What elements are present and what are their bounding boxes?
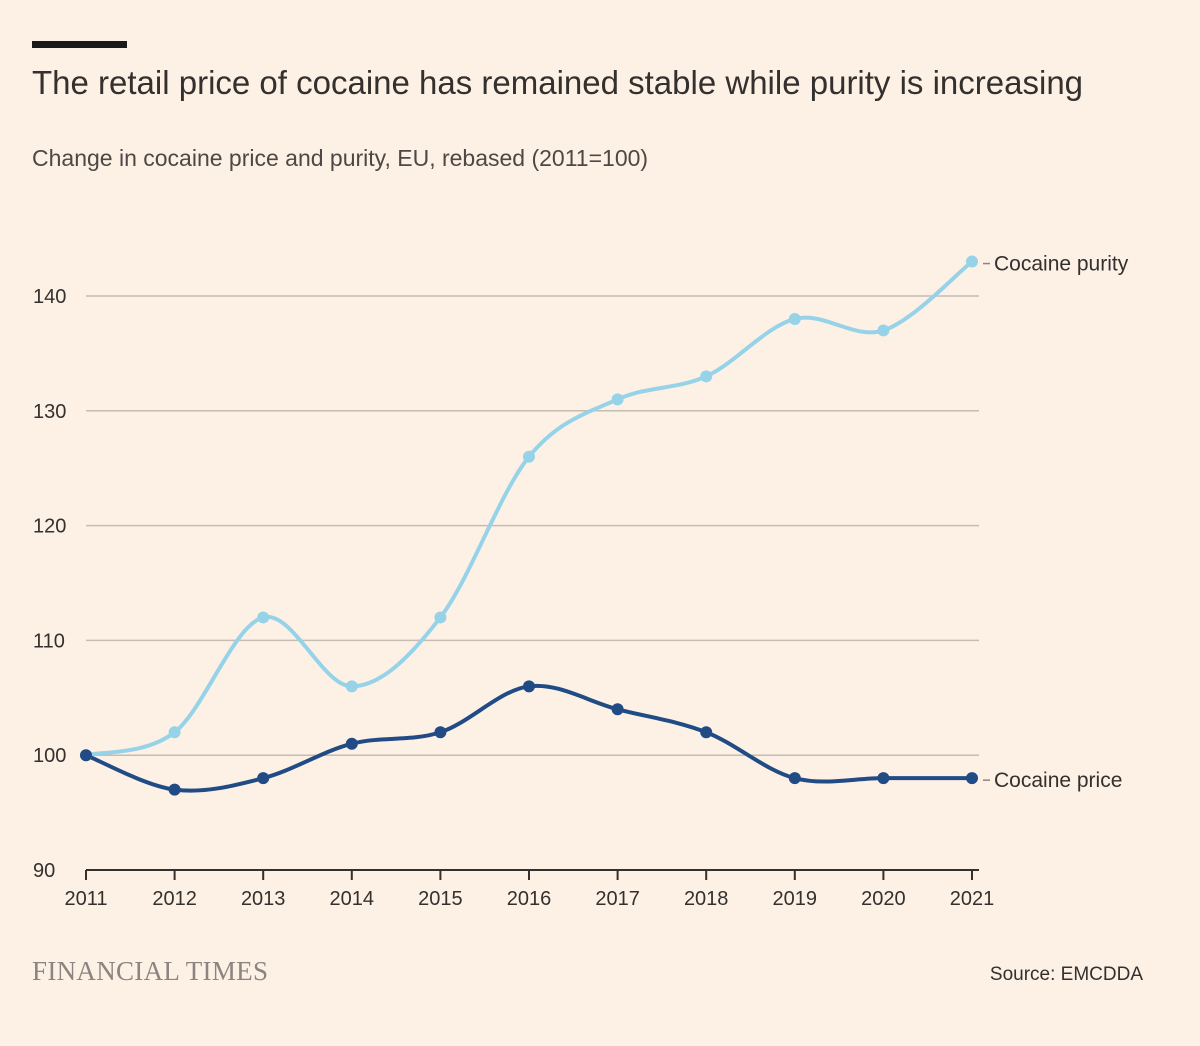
- cocaine-purity-point-2020: [877, 324, 890, 337]
- x-tick-label-2013: 2013: [241, 888, 286, 910]
- x-tick-label-2012: 2012: [152, 888, 197, 910]
- cocaine-purity-line: [84, 259, 974, 758]
- x-tick-label-2019: 2019: [773, 888, 818, 910]
- x-tick-label-2018: 2018: [684, 888, 729, 910]
- cocaine-price-label: Cocaine price: [994, 769, 1122, 792]
- cocaine-purity-point-2016: [523, 450, 535, 463]
- ft-accent-bar: [32, 41, 127, 48]
- y-tick-label-140: 140: [33, 286, 66, 308]
- cocaine-price-point-2015: [434, 726, 447, 739]
- y-tick-label-130: 130: [33, 401, 66, 423]
- x-axis: [85, 869, 979, 880]
- source-note: Source: EMCDDA: [989, 964, 1143, 985]
- y-tick-label-90: 90: [33, 860, 55, 882]
- x-tick-label-2020: 2020: [861, 888, 906, 910]
- cocaine-price-line: [84, 683, 974, 793]
- cocaine-purity-point-2021: [966, 255, 978, 268]
- series-points: [80, 255, 978, 796]
- cocaine-purity-point-2018: [700, 370, 713, 383]
- cocaine-purity-point-2012: [168, 726, 181, 739]
- cocaine-price-point-2019: [788, 772, 801, 785]
- cocaine-price-point-2016: [523, 680, 535, 693]
- x-tick-label-2017: 2017: [595, 888, 640, 910]
- cocaine-price-point-2012: [168, 783, 181, 796]
- y-tick-label-120: 120: [33, 516, 66, 538]
- cocaine-price-point-2020: [877, 772, 890, 785]
- cocaine-purity-point-2014: [345, 680, 358, 693]
- cocaine-price-point-2011: [80, 749, 92, 762]
- chart-title: The retail price of cocaine has remained…: [32, 64, 1084, 101]
- cocaine-price-point-2013: [257, 772, 270, 785]
- series-labels: Cocaine purity Cocaine price: [983, 253, 1129, 792]
- x-axis-labels: 2011 2012 2013 2014 2015 2016 2017 2018 2019 2020…: [64, 888, 994, 910]
- x-tick-label-2014: 2014: [330, 888, 375, 910]
- cocaine-price-point-2014: [345, 737, 358, 750]
- chart-subtitle: Change in cocaine price and purity, EU, …: [32, 145, 649, 171]
- y-axis-labels: 90 100 110 120 130 140: [33, 286, 66, 882]
- x-tick-label-2021: 2021: [950, 888, 995, 910]
- cocaine-purity-point-2015: [434, 611, 447, 624]
- cocaine-price-point-2018: [700, 726, 713, 739]
- cocaine-price-point-2017: [611, 703, 624, 716]
- gridlines: [86, 295, 979, 756]
- cocaine-purity-point-2013: [257, 611, 270, 624]
- x-tick-label-2011: 2011: [64, 888, 107, 910]
- x-tick-label-2015: 2015: [418, 888, 463, 910]
- y-tick-label-100: 100: [33, 745, 66, 767]
- cocaine-purity-point-2019: [788, 312, 801, 325]
- cocaine-price-point-2021: [966, 772, 978, 785]
- y-tick-label-110: 110: [33, 630, 65, 652]
- financial-times-logo: FINANCIAL TIMES: [32, 956, 269, 986]
- cocaine-purity-label: Cocaine purity: [994, 253, 1129, 276]
- cocaine-purity-point-2017: [611, 393, 624, 406]
- x-tick-label-2016: 2016: [507, 888, 552, 910]
